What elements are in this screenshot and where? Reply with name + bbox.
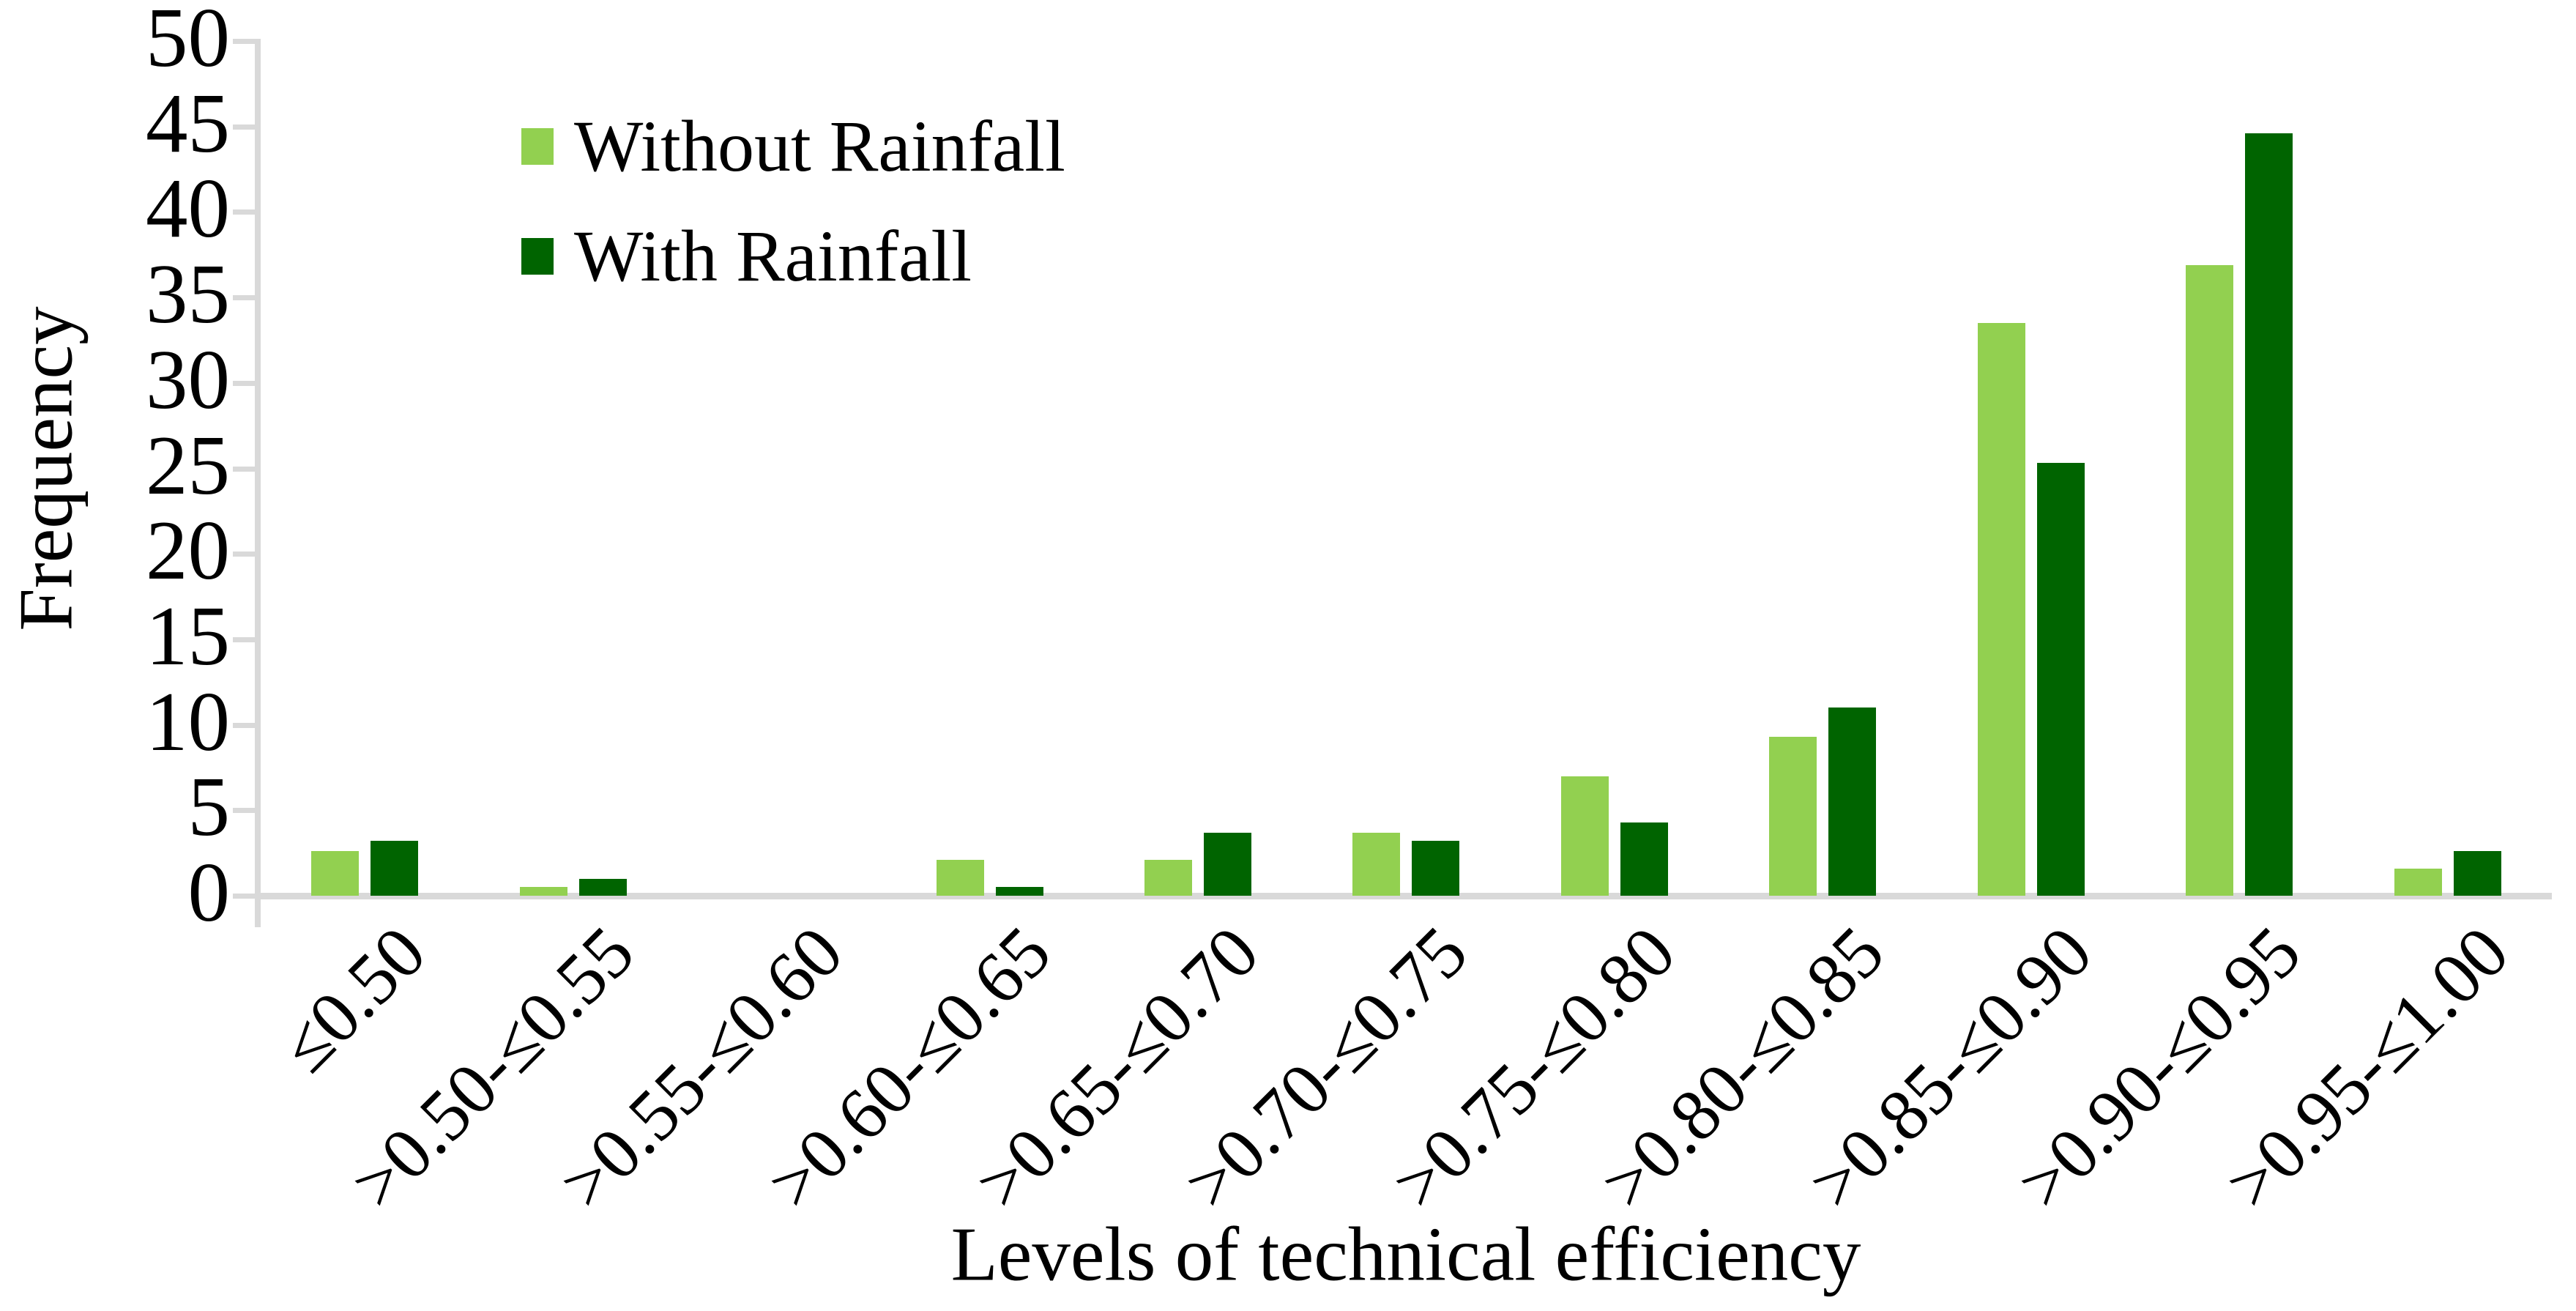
y-tick-label-20: 20	[146, 504, 230, 598]
legend-swatch-with-rainfall	[521, 238, 554, 275]
y-tick-mark-25	[233, 466, 259, 472]
bar-without-rainfall-4	[1144, 860, 1193, 896]
y-tick-mark-15	[233, 636, 259, 642]
legend-label-without-rainfall: Without Rainfall	[574, 105, 1065, 187]
y-tick-mark-40	[233, 209, 259, 215]
bar-without-rainfall-3	[936, 860, 984, 896]
category-group-3	[885, 41, 1093, 896]
legend-item-without-rainfall: Without Rainfall	[521, 110, 1065, 183]
plot-area	[261, 41, 2552, 896]
y-tick-label-15: 15	[146, 589, 230, 683]
bar-with-rainfall-1	[578, 879, 627, 896]
y-tick-label-5: 5	[187, 760, 231, 854]
y-tick-label-25: 25	[146, 418, 230, 512]
y-tick-label-35: 35	[146, 247, 230, 341]
y-tick-label-0: 0	[187, 845, 231, 939]
y-tick-mark-30	[233, 380, 259, 386]
category-group-8	[1927, 41, 2135, 896]
y-tick-label-45: 45	[146, 76, 230, 170]
bar-without-rainfall-6	[1560, 776, 1609, 896]
bar-with-rainfall-9	[2245, 133, 2293, 896]
y-tick-label-40: 40	[146, 162, 230, 256]
legend: Without Rainfall With Rainfall	[521, 110, 1065, 293]
category-group-0	[261, 41, 469, 896]
y-tick-mark-0	[233, 894, 259, 899]
y-tick-mark-10	[233, 722, 259, 728]
x-axis-title: Levels of technical efficiency	[950, 1211, 1861, 1297]
y-tick-mark-5	[233, 808, 259, 814]
y-tick-mark-20	[233, 551, 259, 557]
y-tick-label-10: 10	[146, 675, 230, 768]
x-tick-label-0: ≤0.50	[264, 910, 442, 1088]
bar-with-rainfall-0	[371, 841, 419, 896]
y-tick-mark-50	[233, 39, 259, 44]
bar-with-rainfall-6	[1620, 822, 1668, 896]
y-tick-label-30: 30	[146, 333, 230, 426]
category-group-9	[2135, 41, 2343, 896]
bar-with-rainfall-7	[1828, 708, 1877, 896]
bar-with-rainfall-10	[2453, 851, 2501, 896]
category-group-10	[2344, 41, 2552, 896]
category-group-1	[469, 41, 677, 896]
bar-without-rainfall-0	[311, 851, 360, 896]
bar-without-rainfall-1	[519, 887, 567, 896]
bar-without-rainfall-5	[1352, 833, 1401, 896]
category-group-5	[1302, 41, 1510, 896]
category-group-6	[1511, 41, 1719, 896]
legend-item-with-rainfall: With Rainfall	[521, 220, 1065, 293]
category-group-7	[1719, 41, 1927, 896]
bar-with-rainfall-8	[2036, 463, 2085, 896]
y-tick-label-50: 50	[146, 0, 230, 84]
y-tick-mark-35	[233, 295, 259, 301]
bar-without-rainfall-10	[2394, 869, 2442, 896]
y-axis-line	[255, 39, 261, 927]
bar-with-rainfall-3	[995, 887, 1043, 896]
y-tick-mark-45	[233, 124, 259, 130]
bar-without-rainfall-7	[1769, 737, 1817, 896]
y-axis-title: Frequency	[2, 306, 89, 631]
bar-without-rainfall-9	[2186, 265, 2234, 896]
bar-without-rainfall-8	[1977, 323, 2025, 896]
category-group-4	[1094, 41, 1302, 896]
bar-with-rainfall-5	[1412, 841, 1460, 896]
legend-swatch-without-rainfall	[521, 128, 554, 165]
bar-with-rainfall-4	[1204, 833, 1252, 896]
x-axis-line	[255, 893, 2552, 899]
legend-label-with-rainfall: With Rainfall	[574, 215, 972, 297]
